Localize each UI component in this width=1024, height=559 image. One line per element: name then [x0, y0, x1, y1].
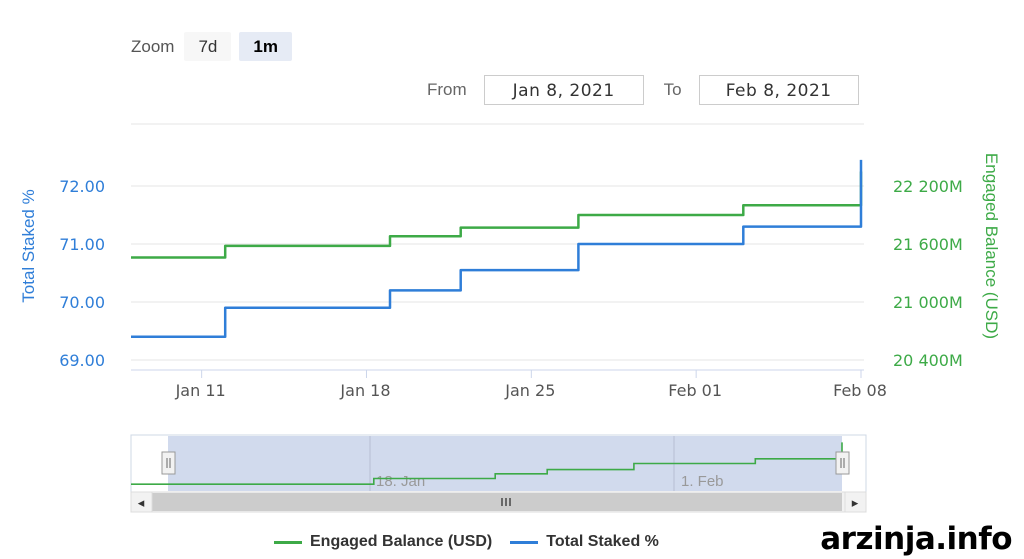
zoom-bar: Zoom 7d 1m — [131, 32, 300, 61]
x-tick-label: Jan 25 — [504, 381, 555, 400]
legend-swatch-blue — [510, 540, 539, 544]
x-tick-label: Feb 01 — [668, 381, 722, 400]
scrollbar-thumb[interactable] — [152, 493, 842, 511]
y-left-tick-label: 70.00 — [59, 293, 105, 312]
legend-label-total-staked: Total Staked % — [546, 533, 659, 550]
axes: 69.00 70.00 71.00 72.00 20 400M 21 000M 21 600… — [59, 177, 963, 400]
series-line-total-staked — [131, 159, 863, 339]
navigator[interactable]: 18. Jan 1. Feb — [130, 434, 867, 493]
navigator-series-line — [131, 442, 843, 486]
grid-lines — [131, 123, 864, 361]
y-left-tick-label: 69.00 — [59, 351, 105, 370]
scroll-right-button[interactable] — [844, 491, 867, 513]
x-tick-label: Jan 11 — [175, 381, 226, 400]
from-date-input[interactable]: Jan 8, 2021 — [483, 75, 644, 105]
navigator-right-handle[interactable] — [835, 451, 850, 475]
navigator-label-jan18: 18. Jan — [376, 473, 425, 490]
scroll-right-arrow-icon: ▸ — [852, 496, 859, 511]
scroll-left-arrow-icon: ◂ — [138, 496, 145, 511]
grip-icon — [501, 498, 511, 506]
y-left-axis-title: Total Staked % — [19, 189, 38, 302]
y-right-tick-label: 22 200M — [893, 177, 963, 196]
zoom-1m-button[interactable]: 1m — [239, 32, 292, 61]
zoom-label: Zoom — [131, 36, 175, 56]
watermark: arzinja.info — [820, 521, 1012, 557]
y-left-tick-label: 72.00 — [59, 177, 105, 196]
series-line-engaged-balance-usd — [131, 171, 863, 259]
to-date-input[interactable]: Feb 8, 2021 — [698, 75, 859, 105]
legend-item-total-staked[interactable]: Total Staked % — [510, 533, 659, 551]
from-label: From — [427, 80, 467, 99]
scroll-left-button[interactable] — [130, 491, 153, 513]
y-left-tick-label: 71.00 — [59, 235, 105, 254]
to-label: To — [663, 80, 682, 99]
navigator-label-feb1: 1. Feb — [681, 473, 724, 490]
x-tick-label: Jan 18 — [339, 381, 390, 400]
y-right-tick-label: 21 000M — [893, 293, 963, 312]
y-right-axis-title: Engaged Balance (USD) — [982, 153, 1001, 339]
zoom-7d-button[interactable]: 7d — [184, 32, 232, 61]
series-lines — [131, 159, 863, 339]
y-right-tick-label: 21 600M — [893, 235, 963, 254]
legend-label-engaged-balance: Engaged Balance (USD) — [310, 533, 493, 550]
y-right-tick-label: 20 400M — [893, 351, 963, 370]
navigator-left-handle[interactable] — [161, 451, 176, 475]
x-tick-label: Feb 08 — [833, 381, 887, 400]
legend-swatch-green — [274, 540, 302, 544]
scrollbar[interactable]: ◂ ▸ — [130, 491, 867, 513]
date-range-bar: From Jan 8, 2021 To Feb 8, 2021 — [427, 75, 859, 105]
legend-item-engaged-balance[interactable]: Engaged Balance (USD) — [274, 533, 492, 551]
chart-legend: Engaged Balance (USD) Total Staked % — [274, 533, 677, 551]
